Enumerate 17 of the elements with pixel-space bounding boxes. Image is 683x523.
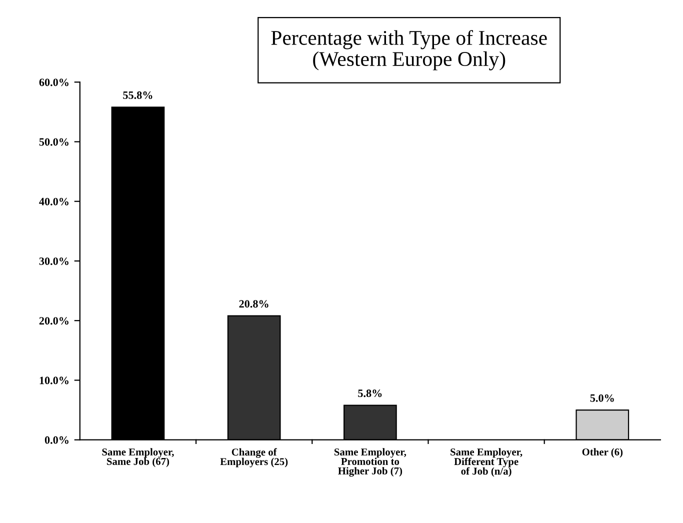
data-label: 20.8% [239, 300, 268, 308]
x-tick-label: Same Employer, Same Job (67) [102, 448, 174, 468]
y-tick-label: 60.0% [39, 78, 68, 86]
y-tick-label: 20.0% [39, 317, 68, 325]
chart-title: Percentage with Type of Increase (Western Europe Only) [271, 30, 547, 70]
y-tick-label: 10.0% [40, 376, 68, 384]
data-label: 5.8% [358, 390, 382, 398]
x-tick-label: Same Employer, Promotion to Higher Job (7) [334, 448, 406, 477]
data-label: 55.8% [123, 91, 152, 99]
x-tick-label: Change of Employers (25) [220, 448, 288, 468]
y-tick-label: 50.0% [39, 138, 68, 146]
data-label: 5.0% [590, 394, 614, 402]
y-tick-label: 30.0% [39, 257, 68, 265]
x-tick-label: Same Employer, Different Type of Job (n/a) [450, 448, 522, 477]
y-tick-label: 40.0% [39, 198, 68, 206]
x-tick-label: Other (6) [582, 448, 623, 458]
y-tick-label: 0.0% [44, 436, 68, 444]
